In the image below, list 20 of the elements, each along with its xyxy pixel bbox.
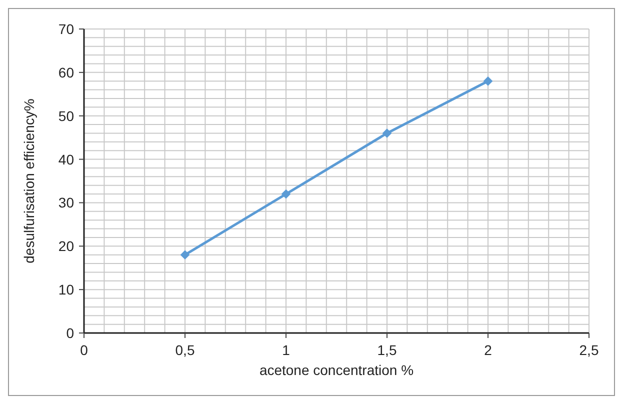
y-tick-label: 30 (58, 194, 74, 211)
x-axis-title: acetone concentration % (259, 362, 414, 378)
point (484, 76, 492, 86)
y-axis-title: desulfurisation efficiency% (20, 98, 37, 264)
x-tick-label: 2 (484, 342, 492, 358)
x-tick-label: 1 (282, 342, 290, 358)
y-tick-label: 60 (58, 64, 74, 80)
point (180, 250, 190, 260)
y-tick-label: 50 (58, 108, 74, 124)
y-tick-label: 10 (58, 282, 74, 298)
y-tick-label: 0 (66, 325, 74, 341)
y-tick-label: 20 (58, 238, 74, 254)
x-tick-label: 0,5 (175, 342, 195, 358)
point (282, 190, 290, 199)
y-tick-label: 70 (58, 21, 74, 37)
x-tick-label: 2,5 (579, 342, 599, 358)
point (382, 128, 392, 138)
y-tick-label: 40 (58, 151, 74, 168)
x-tick-label: 0 (80, 342, 88, 358)
x-tick-label: 1,5 (377, 342, 397, 358)
